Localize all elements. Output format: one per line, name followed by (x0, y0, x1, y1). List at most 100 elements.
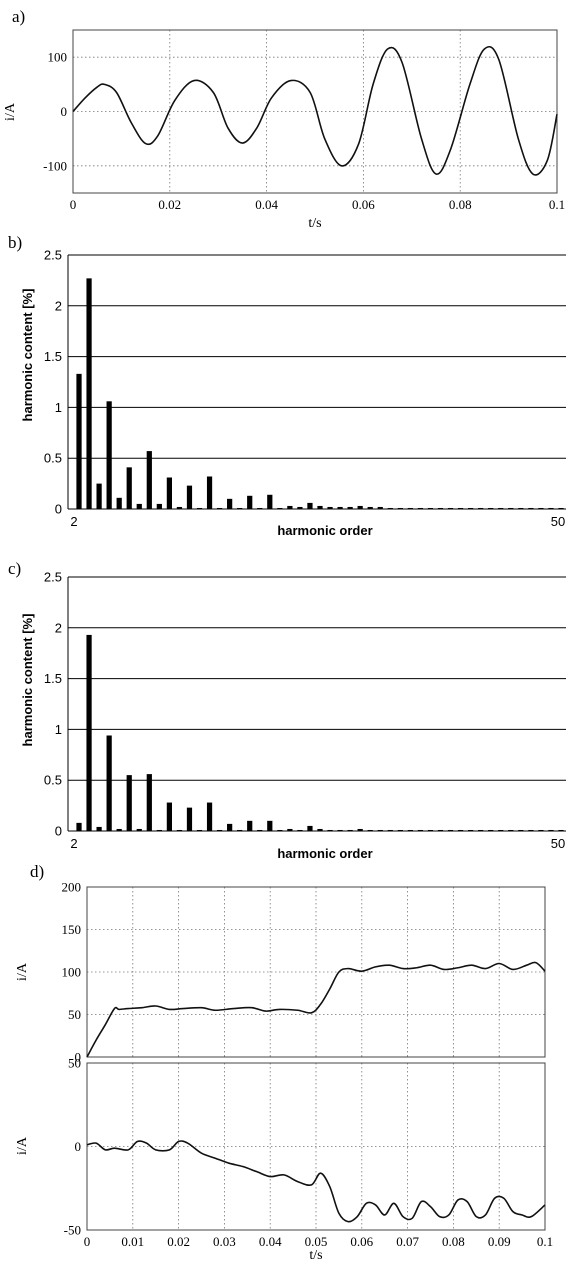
y-tick-label: -100 (43, 158, 67, 173)
bar (227, 498, 233, 509)
bar (498, 507, 504, 509)
bar (417, 829, 424, 831)
y-tick-label: 0.5 (44, 773, 62, 788)
series-line (86, 1140, 546, 1223)
bar (297, 506, 303, 509)
bar (166, 477, 172, 509)
series-line (86, 961, 546, 1058)
bar (347, 829, 353, 831)
bar (528, 829, 534, 831)
x-axis-label: t/s (308, 216, 321, 231)
bar (508, 829, 514, 831)
bar (397, 507, 403, 509)
bar (337, 506, 343, 509)
bar (518, 829, 524, 831)
x-tick-label: 0.04 (255, 197, 278, 212)
x-tick-label: 0.06 (352, 197, 375, 212)
bar (508, 507, 514, 509)
bar (437, 829, 444, 831)
bar (96, 483, 102, 509)
bar (156, 829, 162, 831)
bar (156, 503, 162, 509)
bar (277, 507, 283, 509)
y-tick-label: 50 (68, 1056, 81, 1071)
bar (427, 829, 434, 831)
bar (538, 829, 544, 831)
y-tick-label: 0.5 (44, 451, 62, 466)
bar (76, 822, 82, 831)
bar (437, 507, 444, 509)
y-tick-label: 0 (75, 1050, 82, 1065)
y-tick-label: 2 (55, 620, 62, 635)
bar (146, 774, 152, 831)
bar (227, 823, 233, 831)
bar (277, 829, 283, 831)
x-tick-label: 0.01 (121, 1234, 144, 1249)
bar (126, 467, 132, 509)
bar (447, 507, 454, 509)
bar (307, 825, 313, 831)
x-tick-label: 0.02 (158, 197, 181, 212)
bar (357, 828, 363, 831)
y-tick-label: 2 (55, 298, 62, 313)
y-tick-label: 150 (62, 922, 82, 937)
bar (498, 829, 504, 831)
bar (357, 505, 363, 509)
bar (417, 507, 424, 509)
panel-label: b) (8, 233, 22, 252)
bar (206, 476, 213, 509)
bar (488, 829, 494, 831)
plot-area: 0 50 100 150 200 (62, 880, 546, 1065)
bar (196, 507, 203, 509)
bar (136, 503, 142, 509)
x-tick-label: 0.07 (396, 1234, 419, 1249)
y-tick-label: 1 (55, 722, 62, 737)
panel-label: d) (30, 862, 44, 881)
bar (206, 802, 213, 831)
bar (548, 829, 554, 831)
bar (407, 507, 413, 509)
bar (76, 373, 82, 509)
bar (457, 829, 464, 831)
bar (86, 278, 92, 509)
bar (176, 829, 183, 831)
bar (518, 507, 524, 509)
plot-area: 0 0.5 1 1.5 2 2.5 2 50 (44, 570, 566, 851)
x-axis-label: harmonic order (277, 846, 372, 861)
bar (558, 829, 564, 831)
y-axis-label: i/A (3, 102, 18, 121)
plot-frame (86, 1062, 546, 1231)
x-tick-label: 2 (70, 836, 77, 851)
y-tick-label: 0 (75, 1139, 82, 1154)
y-tick-label: 1 (55, 400, 62, 415)
x-tick-label: 0.06 (350, 1234, 373, 1249)
bar (166, 802, 172, 831)
panel-label: a) (12, 7, 25, 26)
bar (257, 507, 263, 509)
panel-label: c) (8, 559, 21, 578)
x-axis-label: t/s (309, 1248, 322, 1263)
panel-a: a) 0 0.02 0.04 0.06 0.08 0.1 -100 0 100 t/s i/A (3, 7, 565, 231)
series-line (72, 45, 558, 176)
bar (106, 735, 112, 831)
x-tick-label: 0.02 (167, 1234, 190, 1249)
bar (447, 829, 454, 831)
panel-c: c) 0 0.5 1 1.5 2 2.5 2 50 harmonic order harmon… (8, 559, 566, 861)
y-axis-label: i/A (15, 1136, 30, 1155)
bar (96, 826, 102, 831)
panel-d-lower: 0 0.01 0.02 0.03 0.04 0.05 0.06 0.07 0.08 0.09 0.1… (15, 1056, 553, 1264)
y-tick-label: 0 (61, 104, 68, 119)
bar (287, 505, 293, 509)
plot-area: 0 0.01 0.02 0.03 0.04 0.05 0.06 0.07 0.08 0.09 0.1… (64, 1056, 553, 1250)
bar (267, 820, 273, 831)
bar (347, 506, 353, 509)
bar (377, 506, 383, 509)
bar (457, 507, 464, 509)
bar (106, 401, 112, 509)
y-tick-label: 50 (68, 1007, 81, 1022)
bar (337, 829, 343, 831)
y-axis-label: i/A (15, 962, 30, 981)
bar (377, 829, 383, 831)
y-tick-label: 2.5 (44, 248, 62, 263)
y-tick-label: -50 (64, 1223, 81, 1238)
